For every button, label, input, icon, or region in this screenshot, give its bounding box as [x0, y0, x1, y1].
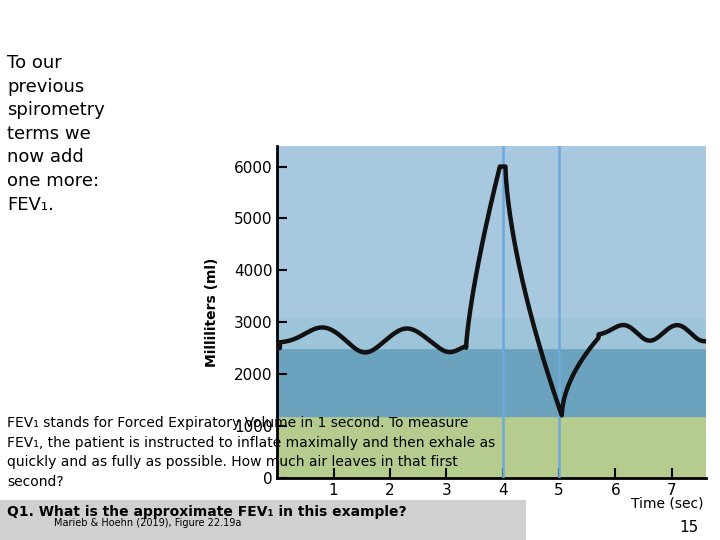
Bar: [277, 416, 706, 478]
Text: Marieb & Hoehn (2019), Figure 22.19a: Marieb & Hoehn (2019), Figure 22.19a: [54, 518, 241, 528]
Bar: [277, 348, 706, 416]
Text: Time (sec): Time (sec): [631, 496, 703, 510]
Bar: [277, 317, 706, 348]
Bar: [277, 146, 706, 317]
Text: FEV₁ stands for Forced Expiratory Volume in 1 second. To measure
FEV₁, the patie: FEV₁ stands for Forced Expiratory Volume…: [7, 416, 495, 489]
Text: Q1. What is the approximate FEV₁ in this example?: Q1. What is the approximate FEV₁ in this…: [7, 505, 407, 519]
Text: 15: 15: [679, 519, 698, 535]
Text: Milliliters (ml): Milliliters (ml): [205, 257, 220, 367]
Text: To our
previous
spirometry
terms we
now add
one more:
FEV₁.: To our previous spirometry terms we now …: [7, 54, 105, 214]
